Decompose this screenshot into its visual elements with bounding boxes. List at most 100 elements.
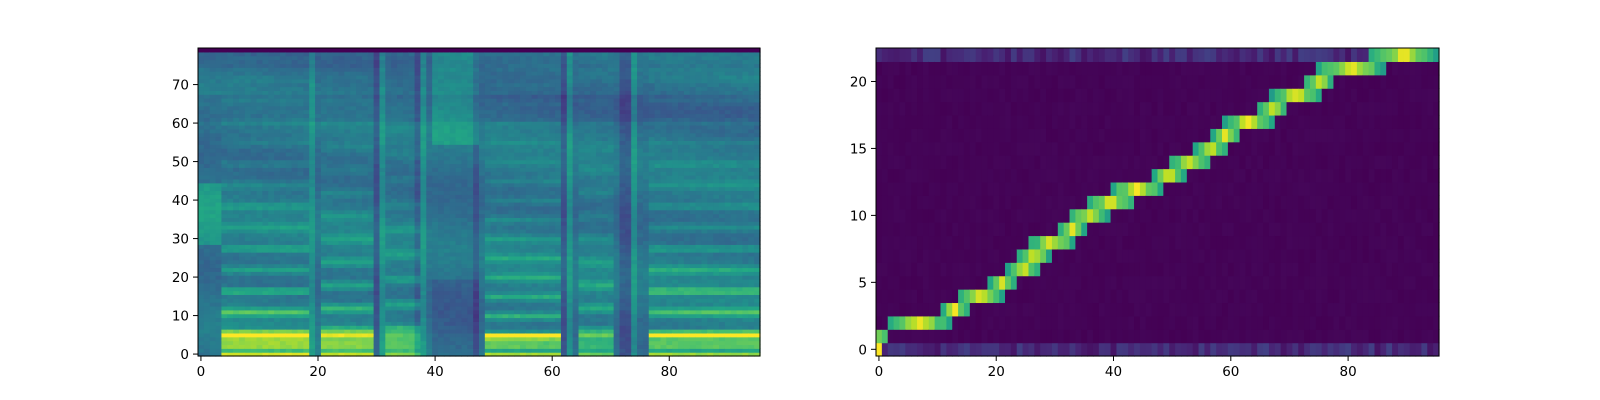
spectrogram-cell (514, 263, 521, 269)
spectrogram-cell (227, 67, 234, 72)
spectrogram-cell (309, 282, 316, 288)
spectrogram-cell (455, 263, 463, 269)
spectrogram-cell (320, 194, 328, 199)
spectrogram-cell (549, 275, 556, 280)
spectrogram-cell (438, 217, 445, 222)
spectrogram-cell (414, 117, 422, 122)
spectrogram-cell (303, 163, 310, 168)
spectrogram-cell (490, 309, 498, 315)
spectrogram-cell (537, 267, 544, 272)
spectrogram-cell (262, 144, 269, 149)
spectrogram-cell (391, 82, 398, 88)
spectrogram-cell (438, 209, 445, 215)
spectrogram-cell (285, 202, 293, 207)
spectrogram-cell (315, 105, 322, 111)
spectrogram-cell (543, 205, 550, 211)
spectrogram-cell (379, 340, 386, 346)
spectrogram-cell (479, 148, 486, 153)
spectrogram-cell (291, 267, 299, 272)
spectrogram-cell (303, 309, 310, 315)
spectrogram-cell (514, 321, 521, 326)
spectrogram-cell (385, 321, 392, 326)
spectrogram-cell (397, 286, 404, 292)
spectrogram-cell (373, 155, 381, 161)
spectrogram-cell (256, 282, 263, 288)
spectrogram-cell (555, 109, 562, 115)
spectrogram-cell (455, 55, 463, 61)
spectrogram-cell (391, 321, 398, 326)
spectrogram-cell (555, 275, 562, 280)
spectrogram-cell (315, 217, 322, 222)
spectrogram-cell (373, 286, 381, 292)
spectrogram-cell (279, 101, 287, 107)
spectrogram-cell (320, 82, 328, 88)
spectrogram-cell (233, 74, 240, 80)
spectrogram-cell (549, 136, 556, 141)
spectrogram-cell (438, 252, 445, 257)
spectrogram-cell (320, 228, 328, 234)
spectrogram-cell (338, 151, 345, 157)
spectrogram-cell (326, 101, 334, 107)
spectrogram-cell (496, 94, 504, 99)
spectrogram-cell (262, 117, 269, 122)
spectrogram-cell (543, 71, 550, 76)
spectrogram-cell (379, 240, 386, 245)
spectrogram-cell (443, 302, 451, 307)
spectrogram-cell (367, 113, 375, 118)
spectrogram-cell (484, 267, 492, 272)
spectrogram-cell (502, 182, 509, 188)
spectrogram-cell (221, 321, 228, 326)
spectrogram-cell (432, 175, 439, 180)
spectrogram-cell (338, 105, 345, 111)
spectrogram-cell (332, 248, 340, 253)
spectrogram-cell (502, 279, 509, 284)
spectrogram-cell (438, 240, 445, 245)
spectrogram-cell (479, 125, 486, 130)
spectrogram-cell (432, 240, 439, 245)
spectrogram-cell (461, 113, 468, 118)
spectrogram-cell (519, 282, 527, 288)
spectrogram-cell (385, 109, 392, 115)
spectrogram-cell (233, 194, 240, 199)
spectrogram-cell (279, 313, 287, 319)
spectrogram-cell (332, 267, 340, 272)
spectrogram-cell (361, 78, 369, 84)
spectrogram-cell (250, 267, 258, 272)
spectrogram-cell (221, 55, 228, 61)
spectrogram-cell (496, 48, 504, 53)
spectrogram-cell (397, 209, 404, 215)
spectrogram-cell (519, 275, 527, 280)
spectrogram-cell (391, 275, 398, 280)
spectrogram-cell (479, 348, 486, 353)
spectrogram-cell (473, 175, 480, 180)
spectrogram-cell (543, 317, 550, 322)
spectrogram-cell (473, 344, 480, 349)
spectrogram-cell (514, 163, 521, 168)
spectrogram-cell (250, 259, 258, 265)
spectrogram-cell (484, 240, 492, 245)
spectrogram-cell (238, 213, 246, 218)
spectrogram-cell (426, 86, 433, 91)
spectrogram-cell (397, 55, 404, 61)
spectrogram-cell (209, 275, 217, 280)
spectrogram-cell (338, 117, 345, 122)
spectrogram-cell (514, 259, 521, 265)
spectrogram-cell (221, 279, 228, 284)
spectrogram-cell (408, 286, 416, 292)
spectrogram-cell (320, 67, 328, 72)
spectrogram-cell (203, 151, 211, 157)
spectrogram-cell (262, 132, 269, 138)
spectrogram-cell (221, 271, 228, 276)
spectrogram-cell (519, 59, 527, 64)
spectrogram-cell (309, 275, 316, 280)
spectrogram-cell (432, 198, 439, 203)
spectrogram-cell (209, 105, 217, 111)
spectrogram-cell (203, 259, 211, 265)
spectrogram-cell (502, 163, 509, 168)
spectrogram-cell (373, 252, 381, 257)
spectrogram-cell (402, 298, 410, 303)
spectrogram-cell (426, 252, 433, 257)
spectrogram-cell (537, 175, 544, 180)
spectrogram-cell (408, 71, 416, 76)
spectrogram-cell (198, 51, 205, 57)
